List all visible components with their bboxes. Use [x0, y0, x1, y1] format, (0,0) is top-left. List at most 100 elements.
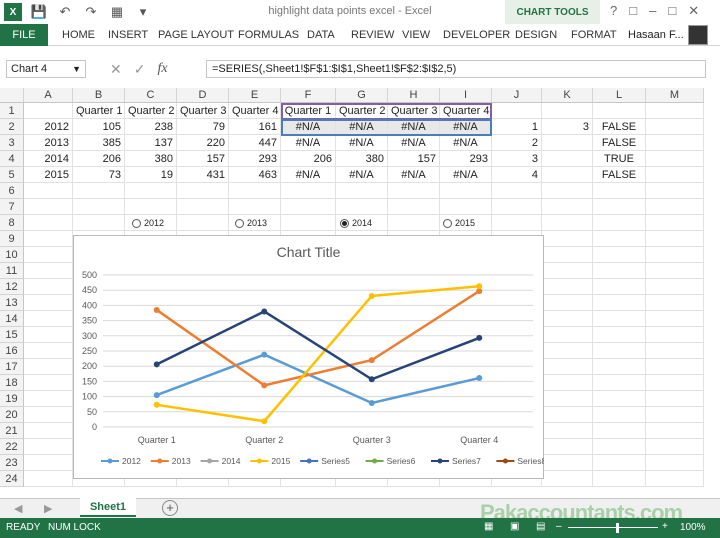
tab-design[interactable]: DESIGN: [515, 29, 558, 41]
cell-c3[interactable]: 137: [125, 135, 177, 151]
user-account[interactable]: Hasaan F...: [628, 24, 708, 46]
cell-l10[interactable]: [593, 247, 646, 263]
sheet-tab-sheet1[interactable]: Sheet1: [80, 498, 136, 517]
cell-l11[interactable]: [593, 263, 646, 279]
cell-a24[interactable]: [24, 471, 73, 487]
maximize-icon[interactable]: □: [668, 3, 677, 18]
zoom-out-icon[interactable]: –: [556, 521, 562, 532]
cell-f24[interactable]: [281, 471, 336, 487]
cell-m16[interactable]: [646, 343, 704, 359]
column-header-f[interactable]: F: [281, 88, 336, 103]
cell-b2[interactable]: 105: [73, 119, 125, 135]
column-header-g[interactable]: G: [336, 88, 388, 103]
cell-m12[interactable]: [646, 279, 704, 295]
cell-c1[interactable]: Quarter 2: [125, 103, 177, 119]
cell-c4[interactable]: 380: [125, 151, 177, 167]
cell-b7[interactable]: [73, 199, 125, 215]
cell-a5[interactable]: 2015: [24, 167, 73, 183]
cell-m6[interactable]: [646, 183, 704, 199]
select-all-corner[interactable]: [0, 88, 24, 103]
row-header-10[interactable]: 10: [0, 247, 24, 263]
cell-b4[interactable]: 206: [73, 151, 125, 167]
cell-l6[interactable]: [593, 183, 646, 199]
cell-k3[interactable]: [542, 135, 593, 151]
column-header-j[interactable]: J: [492, 88, 542, 103]
cell-k19[interactable]: [542, 391, 593, 407]
radio-2014[interactable]: 2014: [340, 218, 372, 228]
redo-icon[interactable]: ↷: [85, 4, 97, 19]
cell-k1[interactable]: [542, 103, 593, 119]
column-header-c[interactable]: C: [125, 88, 177, 103]
zoom-thumb[interactable]: [616, 523, 619, 533]
radio-2013[interactable]: 2013: [235, 218, 267, 228]
column-header-i[interactable]: I: [440, 88, 492, 103]
cell-m24[interactable]: [646, 471, 704, 487]
column-header-l[interactable]: L: [593, 88, 646, 103]
cell-h3[interactable]: #N/A: [388, 135, 440, 151]
tab-page-layout[interactable]: PAGE LAYOUT: [158, 29, 235, 41]
cell-m21[interactable]: [646, 423, 704, 439]
cell-j1[interactable]: [492, 103, 542, 119]
cell-h4[interactable]: 157: [388, 151, 440, 167]
cell-b1[interactable]: Quarter 1: [73, 103, 125, 119]
cell-d1[interactable]: Quarter 3: [177, 103, 229, 119]
cell-a12[interactable]: [24, 279, 73, 295]
tab-home[interactable]: HOME: [62, 29, 95, 41]
radio-circle[interactable]: [443, 218, 452, 228]
radio-2015[interactable]: 2015: [443, 218, 475, 228]
column-header-h[interactable]: H: [388, 88, 440, 103]
cell-m17[interactable]: [646, 359, 704, 375]
cell-c24[interactable]: [125, 471, 177, 487]
row-header-21[interactable]: 21: [0, 423, 24, 439]
row-header-16[interactable]: 16: [0, 343, 24, 359]
cell-j6[interactable]: [492, 183, 542, 199]
cell-l3[interactable]: FALSE: [593, 135, 646, 151]
cell-a19[interactable]: [24, 391, 73, 407]
cell-h7[interactable]: [388, 199, 440, 215]
cell-m8[interactable]: [646, 215, 704, 231]
cell-k20[interactable]: [542, 407, 593, 423]
column-header-m[interactable]: M: [646, 88, 704, 103]
cell-j24[interactable]: [492, 471, 542, 487]
cell-l17[interactable]: [593, 359, 646, 375]
row-header-15[interactable]: 15: [0, 327, 24, 343]
cell-k21[interactable]: [542, 423, 593, 439]
cell-e4[interactable]: 293: [229, 151, 281, 167]
undo-icon[interactable]: ↶: [59, 4, 71, 19]
cell-l1[interactable]: [593, 103, 646, 119]
cell-k17[interactable]: [542, 359, 593, 375]
file-tab[interactable]: FILE: [0, 24, 48, 46]
cell-a16[interactable]: [24, 343, 73, 359]
cell-i3[interactable]: #N/A: [440, 135, 492, 151]
tab-developer[interactable]: DEVELOPER: [443, 29, 511, 41]
cell-i6[interactable]: [440, 183, 492, 199]
row-header-11[interactable]: 11: [0, 263, 24, 279]
cell-j5[interactable]: 4: [492, 167, 542, 183]
name-box[interactable]: Chart 4 ▼: [6, 60, 86, 78]
cell-g24[interactable]: [336, 471, 388, 487]
cell-l21[interactable]: [593, 423, 646, 439]
cancel-icon[interactable]: ✕: [110, 60, 122, 77]
cell-g7[interactable]: [336, 199, 388, 215]
cell-k12[interactable]: [542, 279, 593, 295]
cell-m3[interactable]: [646, 135, 704, 151]
cell-a18[interactable]: [24, 375, 73, 391]
page-break-view-icon[interactable]: ▤: [536, 521, 546, 532]
row-header-13[interactable]: 13: [0, 295, 24, 311]
cell-a14[interactable]: [24, 311, 73, 327]
cell-f4[interactable]: 206: [281, 151, 336, 167]
cell-f6[interactable]: [281, 183, 336, 199]
cell-k22[interactable]: [542, 439, 593, 455]
cell-d2[interactable]: 79: [177, 119, 229, 135]
cell-j8[interactable]: [492, 215, 542, 231]
cell-a8[interactable]: [24, 215, 73, 231]
close-icon[interactable]: ✕: [688, 3, 700, 18]
cell-k4[interactable]: [542, 151, 593, 167]
cell-f8[interactable]: [281, 215, 336, 231]
cell-m23[interactable]: [646, 455, 704, 471]
tab-view[interactable]: VIEW: [402, 29, 431, 41]
minimize-icon[interactable]: –: [649, 3, 657, 18]
cell-g8[interactable]: [336, 215, 388, 231]
cell-i5[interactable]: #N/A: [440, 167, 492, 183]
cell-g3[interactable]: #N/A: [336, 135, 388, 151]
